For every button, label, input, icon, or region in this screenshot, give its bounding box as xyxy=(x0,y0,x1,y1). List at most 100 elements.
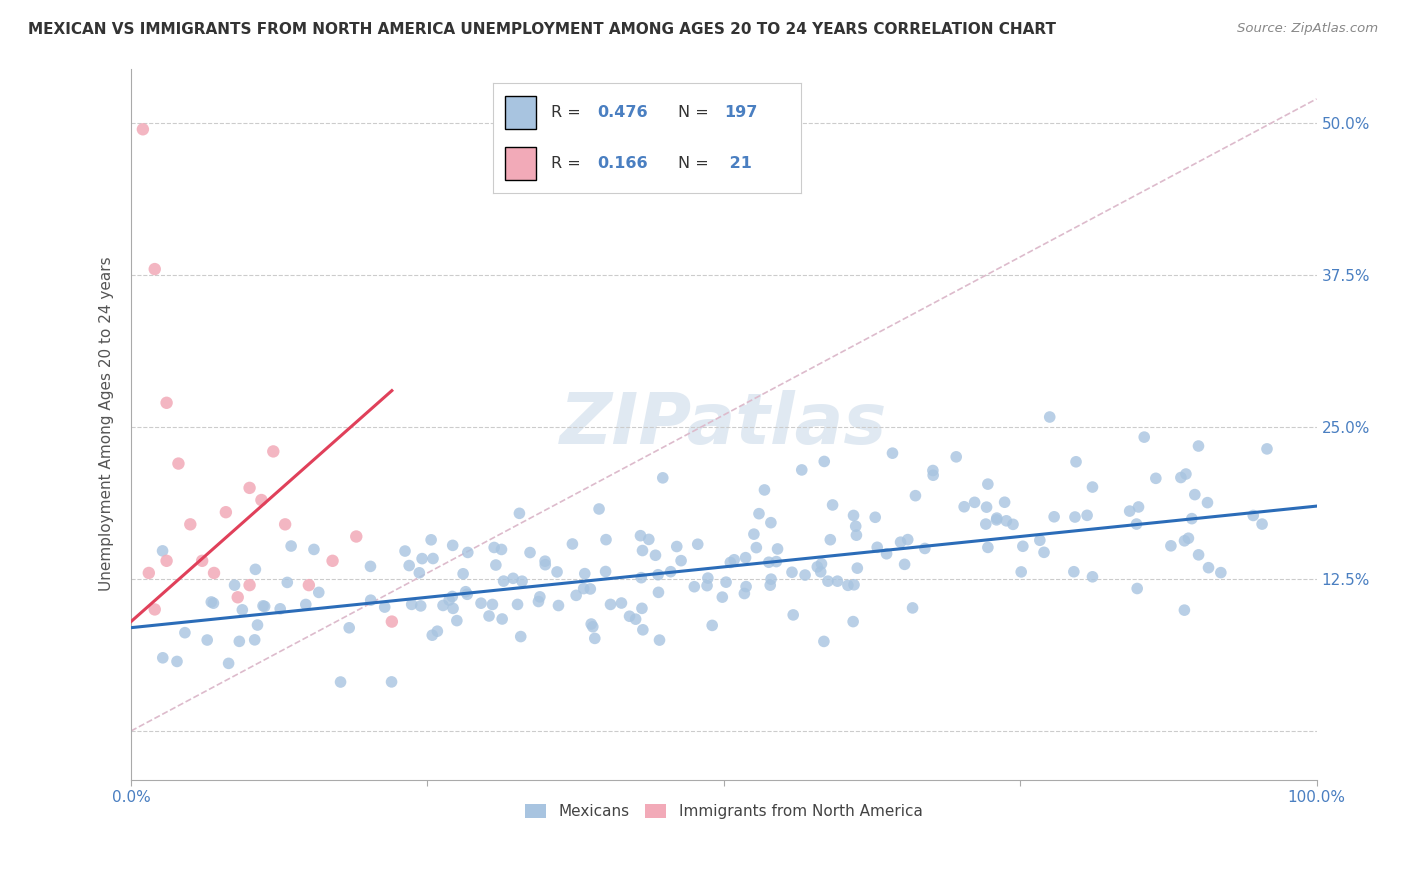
Point xyxy=(1081,570,1104,584)
Point xyxy=(599,598,621,612)
Text: MEXICAN VS IMMIGRANTS FROM NORTH AMERICA UNEMPLOYMENT AMONG AGES 20 TO 24 YEARS : MEXICAN VS IMMIGRANTS FROM NORTH AMERICA… xyxy=(28,22,1056,37)
Point xyxy=(519,545,541,559)
Point xyxy=(631,543,654,558)
Point xyxy=(359,559,381,574)
Point xyxy=(647,585,669,599)
Point xyxy=(922,468,945,483)
Legend: Mexicans, Immigrants from North America: Mexicans, Immigrants from North America xyxy=(519,797,928,825)
Point xyxy=(337,621,360,635)
Point xyxy=(224,578,246,592)
Point xyxy=(754,483,776,497)
Point xyxy=(132,122,155,136)
Point xyxy=(665,540,688,554)
Point xyxy=(1010,565,1032,579)
Point xyxy=(441,601,464,615)
Point xyxy=(231,603,253,617)
Point xyxy=(845,519,868,533)
Point xyxy=(509,630,531,644)
Point xyxy=(1118,504,1140,518)
Point xyxy=(837,578,859,592)
Point xyxy=(155,554,177,568)
Point xyxy=(922,463,945,477)
Point xyxy=(631,623,654,637)
Point xyxy=(794,568,817,582)
Point xyxy=(191,554,214,568)
Point xyxy=(510,574,533,589)
Point xyxy=(914,541,936,556)
Point xyxy=(734,550,756,565)
Point xyxy=(810,557,832,571)
Point xyxy=(890,535,912,549)
Point xyxy=(243,632,266,647)
Point xyxy=(491,612,513,626)
Point xyxy=(215,505,238,519)
Point xyxy=(683,580,706,594)
Point xyxy=(610,596,633,610)
Point xyxy=(478,609,501,624)
Point xyxy=(262,444,284,458)
Point xyxy=(624,612,647,626)
Point xyxy=(1181,511,1204,525)
Point xyxy=(1170,470,1192,484)
Point xyxy=(360,593,382,607)
Point xyxy=(432,599,454,613)
Point xyxy=(294,598,316,612)
Point xyxy=(1241,508,1264,523)
Point xyxy=(945,450,967,464)
Point xyxy=(790,463,813,477)
Point xyxy=(574,566,596,581)
Point xyxy=(723,553,745,567)
Point xyxy=(742,527,765,541)
Point xyxy=(904,489,927,503)
Point xyxy=(451,566,474,581)
Point xyxy=(195,633,218,648)
Point xyxy=(1160,539,1182,553)
Point xyxy=(534,554,557,568)
Point xyxy=(810,565,832,579)
Point xyxy=(733,586,755,600)
Point xyxy=(579,582,602,596)
Point xyxy=(986,511,1008,525)
Point xyxy=(619,609,641,624)
Point xyxy=(842,508,865,523)
Point xyxy=(239,578,262,592)
Point xyxy=(246,618,269,632)
Point xyxy=(846,561,869,575)
Point xyxy=(482,541,505,555)
Point xyxy=(782,607,804,622)
Point xyxy=(637,533,659,547)
Point xyxy=(1002,517,1025,532)
Point xyxy=(1029,533,1052,548)
Point xyxy=(702,618,724,632)
Point xyxy=(547,599,569,613)
Point xyxy=(280,539,302,553)
Point xyxy=(696,579,718,593)
Point xyxy=(1043,509,1066,524)
Point xyxy=(1251,517,1274,532)
Point xyxy=(1063,565,1085,579)
Point xyxy=(1173,603,1195,617)
Point xyxy=(380,674,402,689)
Point xyxy=(686,537,709,551)
Point xyxy=(422,551,444,566)
Point xyxy=(977,541,1000,555)
Point xyxy=(1187,548,1209,562)
Point xyxy=(1184,487,1206,501)
Point xyxy=(409,599,432,613)
Point xyxy=(492,574,515,588)
Point xyxy=(381,615,404,629)
Point xyxy=(276,575,298,590)
Point xyxy=(252,599,274,613)
Point xyxy=(441,590,464,604)
Point xyxy=(167,457,190,471)
Point xyxy=(842,578,865,592)
Point xyxy=(953,500,976,514)
Point xyxy=(200,595,222,609)
Point xyxy=(659,565,682,579)
Point xyxy=(491,542,513,557)
Point xyxy=(1198,560,1220,574)
Point xyxy=(1126,582,1149,596)
Point xyxy=(485,558,508,572)
Point xyxy=(974,517,997,532)
Point xyxy=(963,495,986,509)
